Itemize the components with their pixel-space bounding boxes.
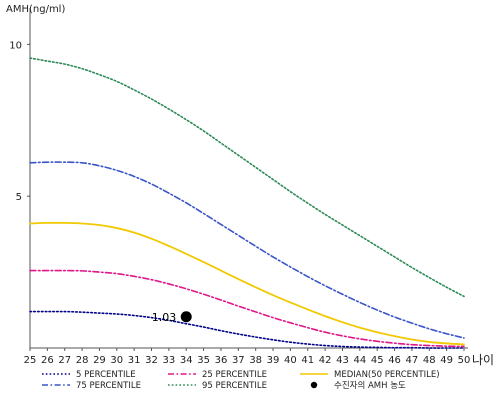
x-tick-label: 35 xyxy=(197,355,210,366)
y-tick-label: 5 xyxy=(16,192,22,203)
x-tick-label: 38 xyxy=(249,355,262,366)
series-line-median-50-percentile xyxy=(29,221,465,346)
x-tick-label: 42 xyxy=(319,355,332,366)
data-points: 1.03 xyxy=(152,311,192,324)
x-tick-label: 39 xyxy=(267,355,280,366)
patient-amh-label: 1.03 xyxy=(152,311,177,324)
legend-item: 25 PERCENTILE xyxy=(168,370,267,380)
legend-label: 5 PERCENTILE xyxy=(76,370,136,380)
x-axis-ticks: 25 26 27 28 29 30 31 32 33 34 35 36 37 38 39 40 41 42 43 44… xyxy=(24,348,471,366)
x-tick-label: 27 xyxy=(58,355,71,366)
x-tick-label: 40 xyxy=(284,355,297,366)
x-tick-label: 45 xyxy=(371,355,384,366)
x-tick-label: 50 xyxy=(458,355,471,366)
y-tick-label: 10 xyxy=(9,40,22,51)
x-tick-label: 34 xyxy=(180,355,193,366)
legend-item: 수진자의 AMH 농도 xyxy=(310,380,406,391)
x-tick-label: 32 xyxy=(145,355,158,366)
x-tick-label: 46 xyxy=(388,355,401,366)
x-tick-label: 37 xyxy=(232,355,245,366)
legend-label: 75 PERCENTILE xyxy=(76,381,141,391)
x-tick-label: 48 xyxy=(423,355,436,366)
legend-label: 수진자의 AMH 농도 xyxy=(334,380,406,391)
series-line-5-percentile xyxy=(29,310,465,349)
x-tick-label: 44 xyxy=(353,355,366,366)
legend-item: 95 PERCENTILE xyxy=(168,381,267,391)
x-tick-label: 31 xyxy=(128,355,141,366)
x-tick-label: 25 xyxy=(24,355,37,366)
legend-item: MEDIAN(50 PERCENTILE) xyxy=(300,370,440,380)
legend-label: 25 PERCENTILE xyxy=(202,370,267,380)
series-line-95-percentile xyxy=(29,57,465,298)
x-tick-label: 47 xyxy=(406,355,419,366)
x-tick-label: 36 xyxy=(215,355,228,366)
y-axis-title: AMH(ng/ml) xyxy=(6,4,65,15)
x-tick-label: 30 xyxy=(110,355,123,366)
x-axis-title: 나이 xyxy=(472,353,494,367)
series-line-75-percentile xyxy=(29,161,465,339)
x-tick-label: 29 xyxy=(93,355,106,366)
x-tick-label: 49 xyxy=(440,355,453,366)
legend-label: 95 PERCENTILE xyxy=(202,381,267,391)
series-lines xyxy=(29,57,465,349)
patient-amh-point xyxy=(180,311,192,323)
legend-dot-marker xyxy=(310,381,318,389)
y-axis-ticks: 5 10 xyxy=(9,40,30,203)
x-tick-label: 41 xyxy=(301,355,314,366)
axes xyxy=(29,8,468,349)
legend-item: 75 PERCENTILE xyxy=(42,381,141,391)
legend-item: 5 PERCENTILE xyxy=(42,370,136,380)
legend-label: MEDIAN(50 PERCENTILE) xyxy=(334,370,440,380)
x-tick-label: 26 xyxy=(41,355,54,366)
x-tick-label: 28 xyxy=(76,355,89,366)
x-tick-label: 43 xyxy=(336,355,349,366)
x-tick-label: 33 xyxy=(163,355,176,366)
series-line-25-percentile xyxy=(29,269,465,348)
legend: 5 PERCENTILE 25 PERCENTILE MEDIAN(50 PERCE… xyxy=(42,370,440,391)
